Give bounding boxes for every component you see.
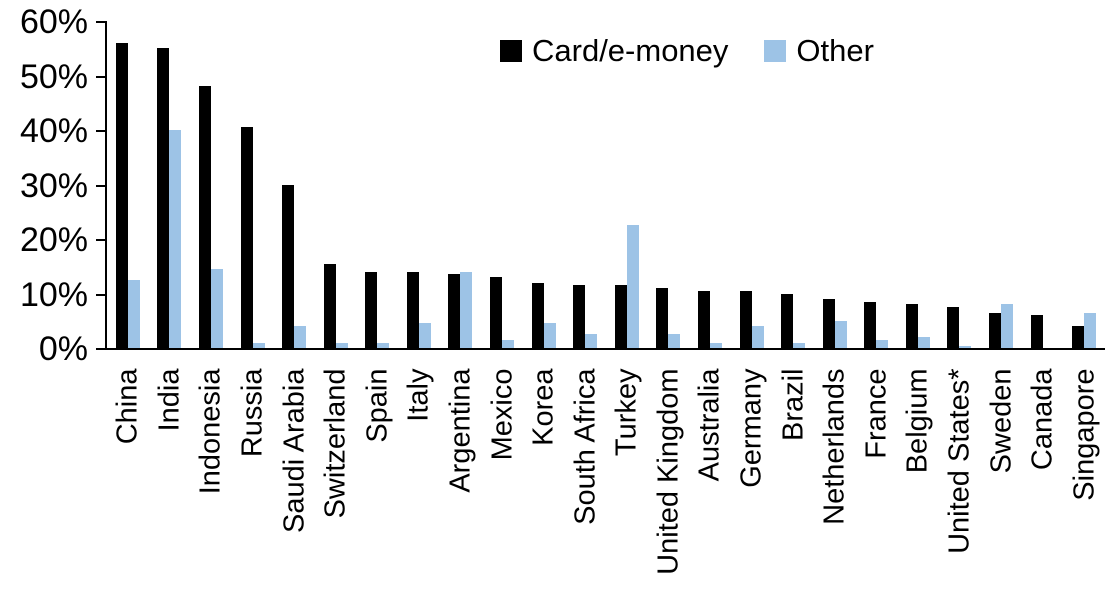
- bar-other-south-africa: [585, 334, 598, 348]
- bar-card-e-money-spain: [365, 271, 378, 348]
- x-label-belgium: Belgium: [901, 368, 934, 473]
- x-label-saudi-arabia: Saudi Arabia: [278, 368, 311, 533]
- bar-card-e-money-netherlands: [822, 298, 835, 348]
- bar-card-e-money-china: [115, 42, 128, 348]
- bar-card-e-money-argentina: [448, 274, 461, 348]
- bar-card-e-money-united-states: [947, 307, 960, 348]
- y-axis-tick: [96, 130, 105, 132]
- bar-other-brazil: [793, 342, 806, 348]
- bar-other-netherlands: [834, 320, 847, 348]
- x-label-singapore: Singapore: [1068, 368, 1101, 501]
- legend-label-other: Other: [796, 33, 874, 68]
- x-label-spain: Spain: [361, 368, 394, 443]
- x-label-south-africa: South Africa: [569, 368, 602, 525]
- x-label-india: India: [153, 368, 186, 431]
- x-label-sweden: Sweden: [985, 368, 1018, 473]
- bar-other-australia: [709, 342, 722, 348]
- x-label-united-kingdom: United Kingdom: [652, 368, 685, 575]
- bar-other-korea: [543, 323, 556, 348]
- x-label-united-states: United States*: [943, 368, 976, 554]
- bar-card-e-money-sweden: [989, 312, 1002, 348]
- bar-other-singapore: [1084, 312, 1097, 348]
- x-label-italy: Italy: [402, 368, 435, 422]
- y-axis-tick: [96, 21, 105, 23]
- bar-other-russia: [252, 342, 265, 348]
- bar-card-e-money-russia: [240, 127, 253, 348]
- legend-swatch-card-e-money: [500, 40, 522, 62]
- y-axis-tick: [96, 348, 105, 350]
- bar-other-spain: [377, 342, 390, 348]
- x-label-canada: Canada: [1026, 368, 1059, 470]
- bar-card-e-money-germany: [739, 290, 752, 348]
- bar-card-e-money-australia: [697, 290, 710, 348]
- bar-other-india: [169, 130, 182, 348]
- bar-card-e-money-brazil: [781, 293, 794, 348]
- bar-card-e-money-france: [864, 301, 877, 348]
- legend-swatch-other: [764, 40, 787, 62]
- y-axis-tick-label: 0%: [38, 330, 88, 368]
- x-label-france: France: [860, 368, 893, 459]
- bar-card-e-money-italy: [406, 271, 419, 348]
- x-label-netherlands: Netherlands: [818, 368, 851, 525]
- bar-card-e-money-indonesia: [198, 86, 211, 348]
- x-label-australia: Australia: [693, 368, 726, 481]
- y-axis-tick-label: 50%: [19, 57, 88, 96]
- bar-other-france: [876, 339, 889, 348]
- y-axis-tick: [96, 293, 105, 296]
- bar-other-belgium: [917, 337, 930, 348]
- bar-card-e-money-belgium: [905, 304, 918, 348]
- bar-other-mexico: [502, 339, 515, 348]
- x-label-switzerland: Switzerland: [319, 368, 352, 518]
- x-axis-line: [105, 348, 1105, 350]
- x-label-mexico: Mexico: [486, 368, 519, 460]
- y-axis-tick-label: 30%: [19, 166, 88, 205]
- y-axis-tick-label: 40%: [19, 112, 88, 150]
- x-label-china: China: [111, 368, 144, 444]
- x-label-turkey: Turkey: [610, 368, 643, 456]
- bar-card-e-money-united-kingdom: [656, 288, 669, 348]
- bar-card-e-money-singapore: [1072, 326, 1085, 348]
- bar-card-e-money-turkey: [614, 285, 627, 348]
- bar-other-saudi-arabia: [294, 326, 307, 348]
- bar-other-germany: [751, 326, 764, 348]
- y-axis-tick-label: 60%: [19, 3, 88, 41]
- bar-card-e-money-mexico: [490, 277, 503, 348]
- legend-label-card-e-money: Card/e-money: [532, 33, 729, 68]
- x-label-indonesia: Indonesia: [194, 368, 227, 494]
- bar-other-united-kingdom: [668, 334, 681, 348]
- y-axis-tick-label: 10%: [19, 275, 88, 314]
- bar-other-indonesia: [210, 268, 223, 348]
- x-label-argentina: Argentina: [444, 368, 477, 493]
- y-axis-tick: [96, 239, 105, 241]
- x-label-korea: Korea: [527, 368, 560, 446]
- bar-card-e-money-canada: [1030, 315, 1043, 348]
- bar-other-united-states: [959, 346, 972, 348]
- bar-card-e-money-saudi-arabia: [282, 184, 295, 348]
- y-axis-tick: [96, 75, 105, 78]
- bar-other-italy: [418, 323, 431, 348]
- x-label-germany: Germany: [735, 368, 768, 488]
- y-axis-tick: [96, 184, 105, 187]
- bar-other-argentina: [460, 271, 473, 348]
- bar-other-switzerland: [335, 342, 348, 348]
- x-label-brazil: Brazil: [777, 368, 810, 441]
- y-axis-tick-label: 20%: [19, 221, 88, 259]
- bar-other-china: [127, 279, 140, 348]
- bar-card-e-money-india: [157, 48, 170, 348]
- bar-other-sweden: [1001, 304, 1014, 348]
- bar-card-e-money-south-africa: [573, 285, 586, 348]
- y-axis-line: [105, 21, 107, 350]
- chart-legend: Card/e-money Other: [500, 33, 874, 69]
- bar-card-e-money-korea: [531, 282, 544, 348]
- bar-card-e-money-switzerland: [323, 263, 336, 348]
- x-label-russia: Russia: [236, 368, 269, 457]
- bar-other-turkey: [626, 225, 639, 348]
